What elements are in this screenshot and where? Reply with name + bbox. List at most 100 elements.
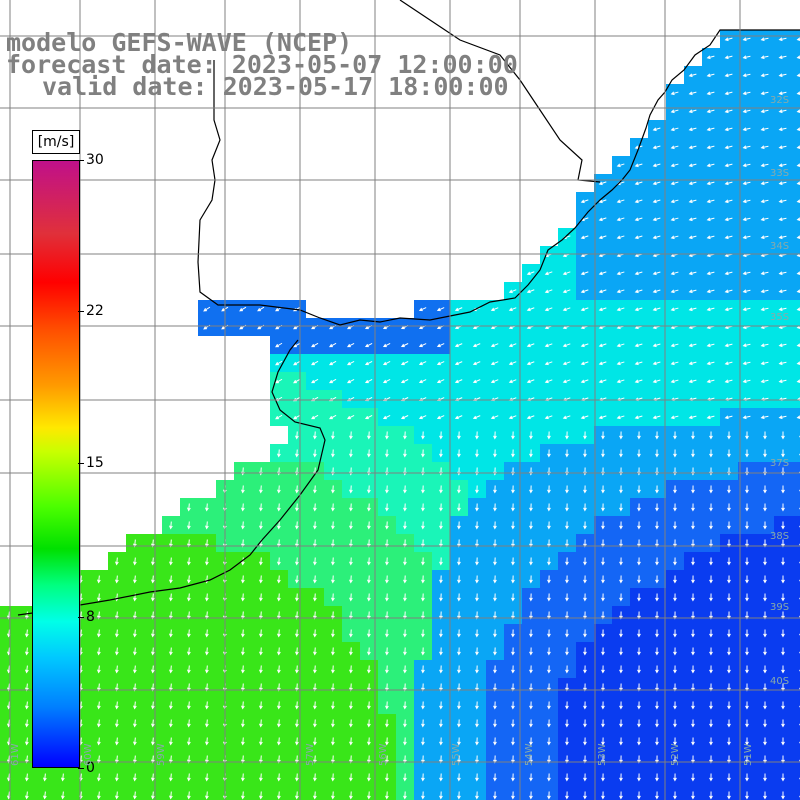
wind-arrow [400,361,409,366]
wind-arrow [439,647,443,656]
wind-arrow [293,414,301,420]
wind-arrow [601,575,605,584]
wind-arrow [634,199,643,204]
wind-arrow [655,701,659,710]
wind-arrow [709,719,713,728]
wind-arrow [580,307,589,312]
wind-arrow [328,378,337,384]
wind-cell [792,84,800,102]
wind-arrow [670,415,679,420]
wind-arrow [547,557,551,566]
wind-arrow [760,55,769,60]
wind-arrow [169,521,173,530]
wind-arrow [421,647,425,656]
wind-arrow [796,55,800,59]
wind-arrow [349,665,353,674]
wind-arrow [691,701,695,710]
wind-arrow [367,575,371,584]
wind-arrow [745,521,749,530]
wind-arrow [385,629,389,638]
wind-arrow [724,55,733,60]
wind-arrow [634,271,643,276]
wind-arrow [583,449,587,458]
wind-arrow [781,773,785,782]
wind-arrow [745,575,749,584]
wind-arrow [133,557,137,566]
lat-label: 32S [770,95,790,106]
wind-arrow [670,379,679,384]
wind-arrow [580,199,589,204]
wind-arrow [673,719,677,728]
wind-arrow [349,719,353,728]
wind-cell [792,606,800,624]
wind-arrow [313,629,317,638]
wind-arrow [670,361,679,366]
wind-arrow [688,217,697,222]
wind-arrow [133,629,137,638]
wind-cell [792,300,800,318]
colorbar-tick: 8 [78,609,95,625]
wind-arrow [634,235,643,240]
wind-arrow [760,343,769,348]
wind-arrow [346,342,355,348]
wind-arrow [293,360,301,366]
wind-arrow [403,647,407,656]
wind-arrow [634,343,643,348]
wind-arrow [151,647,155,656]
wind-arrow [655,593,659,602]
wind-arrow [745,485,749,494]
wind-arrow [763,503,767,512]
wind-arrow [331,449,335,458]
wind-arrow [781,665,785,674]
wind-arrow [652,181,661,186]
wind-arrow [454,343,463,348]
wind-arrow [331,503,335,512]
wind-arrow [778,91,787,96]
wind-arrow [727,665,731,674]
wind-arrow [601,719,605,728]
wind-arrow [601,431,605,440]
wind-arrow [634,379,643,384]
wind-arrow [331,629,335,638]
wind-arrow [565,431,569,440]
wind-cell [792,426,800,444]
wind-arrow [311,378,319,384]
wind-arrow [547,575,551,584]
wind-arrow [529,629,533,638]
wind-arrow [421,791,425,800]
wind-arrow [331,593,335,602]
wind-arrow [745,593,749,602]
wind-arrow [724,127,733,132]
wind-arrow [493,485,497,494]
wind-arrow [151,593,155,602]
wind-arrow [565,485,569,494]
wind-arrow [331,665,335,674]
wind-arrow [673,791,677,800]
wind-arrow [673,575,677,584]
wind-cell [792,480,800,498]
wind-arrow [493,701,497,710]
wind-arrow [727,449,731,458]
wind-arrow [475,629,479,638]
wind-arrow [706,343,715,348]
wind-arrow [547,431,551,440]
wind-arrow [436,415,445,420]
wind-arrow [706,217,715,222]
wind-arrow [796,109,800,113]
wind-arrow [709,791,713,800]
wind-arrow [418,415,427,420]
wind-cell [792,696,800,714]
wind-arrow [547,449,551,458]
wind-arrow [742,289,751,294]
wind-arrow [364,360,373,366]
wind-arrow [565,701,569,710]
wind-arrow [760,37,769,42]
wind-arrow [169,701,173,710]
wind-arrow [655,737,659,746]
wind-arrow [151,701,155,710]
wind-arrow [331,737,335,746]
wind-arrow [727,575,731,584]
wind-arrow [526,343,535,348]
wind-arrow [508,343,517,348]
